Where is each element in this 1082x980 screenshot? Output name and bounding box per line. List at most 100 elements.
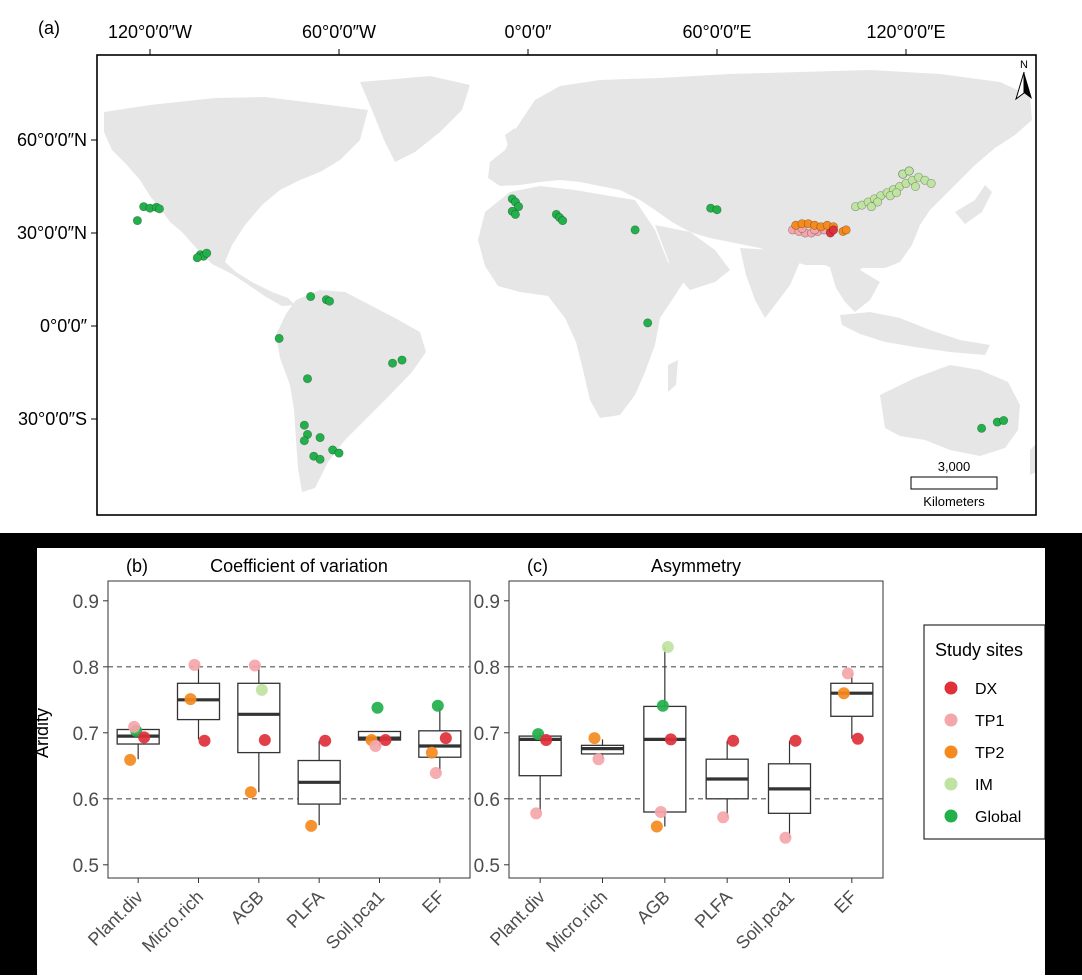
map-frame bbox=[96, 54, 1037, 516]
map-point-global bbox=[192, 253, 202, 263]
plot-area bbox=[107, 580, 471, 879]
africa-land bbox=[478, 186, 685, 418]
point-dx bbox=[664, 733, 677, 746]
map-point-global bbox=[334, 448, 344, 458]
point-tp2 bbox=[305, 819, 318, 832]
landmasses bbox=[104, 70, 1036, 492]
box bbox=[643, 705, 687, 813]
point-im bbox=[661, 641, 674, 653]
scale-unit: Kilometers bbox=[923, 494, 985, 509]
point-tp2 bbox=[588, 732, 601, 745]
point-tp2 bbox=[837, 687, 850, 700]
longitude-ticks: 120°0′0″W 60°0′0″W 0°0′0″ 60°0′0″E 120°0′0″E bbox=[108, 22, 946, 55]
legend-label: DX bbox=[975, 681, 998, 698]
point-tp1 bbox=[717, 811, 730, 824]
y-tick-label: 0.5 bbox=[474, 856, 500, 877]
point-dx bbox=[379, 734, 392, 747]
legend-swatch-tp1 bbox=[944, 713, 958, 727]
legend-title: Study sites bbox=[935, 640, 1023, 660]
point-dx bbox=[319, 734, 332, 747]
point-dx bbox=[439, 732, 452, 745]
map-point-global bbox=[306, 292, 316, 302]
legend-label: TP2 bbox=[975, 745, 1004, 762]
madagascar-land bbox=[668, 360, 678, 392]
point-tp2 bbox=[124, 753, 137, 766]
point-global bbox=[656, 699, 669, 712]
point-tp1 bbox=[654, 806, 667, 818]
map-point-global bbox=[643, 318, 653, 328]
box bbox=[418, 730, 462, 758]
north-america-land bbox=[104, 97, 368, 306]
legend-label: TP1 bbox=[975, 713, 1004, 730]
lat-tick-label: 60°0′0″N bbox=[17, 130, 87, 150]
panel-strip bbox=[108, 550, 470, 581]
point-global bbox=[431, 699, 444, 712]
south-america-land bbox=[276, 290, 426, 492]
point-tp1 bbox=[779, 831, 792, 844]
legend-swatch-dx bbox=[944, 681, 958, 695]
point-dx bbox=[258, 734, 271, 747]
north-label: N bbox=[1020, 59, 1028, 71]
panel-strip bbox=[509, 550, 883, 581]
y-tick-label: 0.8 bbox=[474, 658, 500, 679]
map-point-global bbox=[132, 216, 142, 226]
latitude-ticks: 60°0′0″N 30°0′0″N 0°0′0″ 30°0′0″S bbox=[17, 130, 97, 429]
point-im bbox=[255, 683, 268, 696]
map-area bbox=[97, 55, 1036, 515]
indonesia-land bbox=[840, 312, 990, 355]
box bbox=[830, 682, 874, 717]
point-dx bbox=[851, 732, 864, 745]
map-point-global bbox=[315, 433, 325, 443]
map-point-global bbox=[154, 204, 164, 214]
point-tp1 bbox=[530, 807, 543, 820]
map-point-tp2 bbox=[841, 225, 851, 235]
y-tick-label: 0.8 bbox=[73, 658, 99, 679]
map-point-global bbox=[274, 333, 284, 343]
north-arrow-half-dark bbox=[1024, 72, 1032, 99]
map-panel-label: (a) bbox=[38, 18, 60, 38]
point-tp1 bbox=[128, 720, 141, 733]
lon-tick-label: 60°0′0″W bbox=[302, 22, 376, 42]
point-global bbox=[371, 701, 384, 714]
map-point-global bbox=[712, 205, 722, 215]
india-land bbox=[740, 248, 800, 318]
north-arrow-half-light bbox=[1015, 71, 1025, 101]
y-tick-label: 0.7 bbox=[73, 724, 99, 745]
lon-tick-label: 60°0′0″E bbox=[683, 22, 752, 42]
uk-land bbox=[505, 128, 520, 154]
y-tick-label: 0.6 bbox=[474, 790, 500, 811]
map-point-global bbox=[315, 454, 325, 464]
map-point-im bbox=[873, 197, 883, 207]
map-point-im bbox=[892, 188, 902, 198]
lon-tick-label: 0°0′0″ bbox=[505, 22, 553, 42]
y-tick-label: 0.5 bbox=[73, 856, 99, 877]
point-tp1 bbox=[248, 659, 261, 672]
point-tp1 bbox=[841, 667, 854, 680]
y-tick-label: 0.9 bbox=[474, 592, 500, 613]
map-point-im bbox=[926, 178, 936, 188]
map-point-global bbox=[397, 355, 407, 365]
map-point-im bbox=[866, 202, 876, 212]
map-point-im bbox=[910, 182, 920, 192]
scale-bar: 3,000 Kilometers bbox=[910, 459, 998, 509]
legend-box bbox=[923, 624, 1046, 840]
point-dx bbox=[198, 734, 211, 747]
map-point-global bbox=[558, 216, 568, 226]
map-point-global bbox=[302, 374, 312, 384]
legend-swatch-tp2 bbox=[944, 745, 958, 759]
y-tick-label: 0.9 bbox=[73, 592, 99, 613]
map-points bbox=[132, 166, 1009, 464]
map-point-dx bbox=[829, 225, 839, 235]
y-axis-label: Aridity bbox=[32, 708, 52, 758]
australia-land bbox=[880, 365, 1020, 456]
greenland-land bbox=[360, 76, 470, 162]
new-zealand-land bbox=[1030, 444, 1036, 475]
japan-land bbox=[955, 185, 992, 224]
scale-value: 3,000 bbox=[938, 459, 971, 474]
map-point-global bbox=[325, 296, 335, 306]
lon-tick-label: 120°0′0″E bbox=[866, 22, 945, 42]
panel-label: (b) bbox=[126, 556, 148, 576]
point-dx bbox=[138, 731, 151, 744]
